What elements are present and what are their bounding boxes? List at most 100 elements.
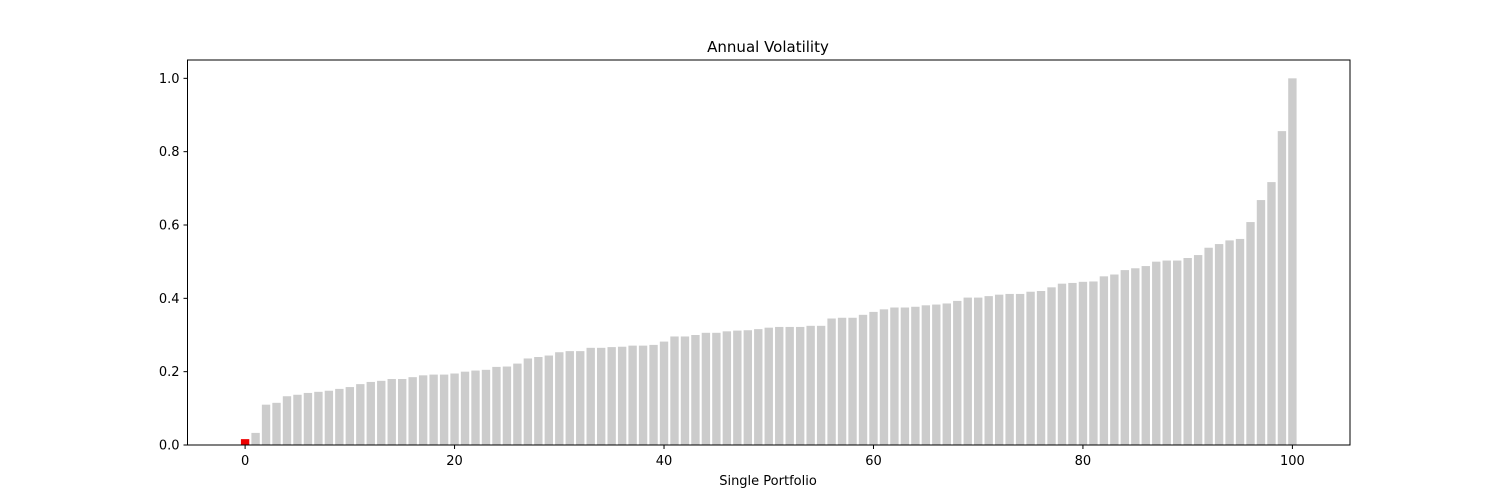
bar (806, 325, 815, 445)
bar (502, 366, 512, 445)
bar (1277, 131, 1287, 445)
bar (670, 336, 679, 445)
bar (272, 402, 281, 445)
bar (314, 391, 323, 445)
bar (837, 317, 847, 445)
x-axis-label: Single Portfolio (719, 474, 817, 489)
bar (680, 336, 690, 445)
bar (1152, 261, 1161, 445)
bar (324, 390, 334, 445)
bar (345, 387, 355, 445)
x-tick-label: 100 (1280, 454, 1305, 469)
bar (387, 379, 396, 445)
bar (596, 347, 606, 445)
bar (701, 332, 711, 445)
bar (1057, 283, 1067, 445)
bar (1026, 291, 1035, 445)
y-tick-label: 0.4 (159, 292, 180, 307)
bar (659, 341, 669, 445)
bar (932, 304, 941, 445)
bar (1246, 222, 1255, 445)
bar (418, 375, 428, 445)
bar (911, 306, 920, 445)
bar (429, 374, 438, 445)
bar (953, 300, 962, 445)
bar (513, 363, 522, 445)
bar (450, 373, 459, 445)
bar (691, 335, 700, 445)
bar (335, 388, 344, 445)
bar (366, 381, 375, 445)
bar (544, 355, 554, 445)
y-tick-label: 1.0 (159, 72, 180, 87)
bar (963, 297, 972, 445)
bar (942, 303, 951, 445)
bar (439, 374, 449, 445)
bar (1225, 240, 1234, 445)
bar (921, 305, 931, 445)
bar (1214, 244, 1224, 445)
bar (282, 396, 292, 445)
bar (1015, 293, 1025, 445)
bar (586, 347, 595, 445)
bar (890, 307, 899, 445)
bar (1068, 282, 1077, 445)
y-tick-label: 0.8 (159, 145, 180, 160)
bar (293, 394, 302, 445)
bar (356, 384, 365, 445)
y-tick-label: 0.6 (159, 219, 180, 234)
bar (303, 392, 313, 445)
bar (460, 371, 470, 445)
bar (481, 369, 491, 445)
y-tick-label: 0.0 (159, 439, 180, 454)
bar (607, 347, 616, 445)
bar (555, 352, 564, 445)
bar (377, 380, 386, 445)
bar (900, 307, 910, 445)
bar (1099, 276, 1109, 445)
bar (565, 351, 574, 445)
bar (534, 357, 543, 445)
bar (1036, 291, 1046, 445)
bar (858, 314, 868, 445)
x-tick-label: 60 (865, 454, 882, 469)
bar (848, 317, 857, 445)
plot-frame (187, 59, 1351, 446)
bar (722, 331, 732, 445)
bar (1235, 238, 1245, 445)
bar (398, 379, 407, 445)
bar (576, 351, 585, 445)
bar (816, 325, 826, 445)
bar (261, 404, 271, 445)
bar (1120, 270, 1130, 445)
x-tick-label: 20 (446, 454, 463, 469)
bar (1078, 281, 1088, 445)
bar (712, 332, 721, 445)
bar (1183, 258, 1192, 445)
bar (492, 366, 501, 445)
highlighted-bar (240, 439, 250, 445)
bar (638, 345, 648, 445)
bar (869, 311, 878, 445)
bar (827, 318, 836, 445)
y-axis: 0.0 0.2 0.4 0.6 0.8 1.0 (159, 72, 188, 454)
bar (1256, 200, 1266, 445)
bar (1131, 268, 1140, 445)
bar (251, 432, 260, 445)
bar (743, 330, 752, 445)
chart-title: Annual Volatility (707, 38, 829, 56)
bar (1162, 260, 1171, 445)
bar (1089, 281, 1098, 445)
y-tick-label: 0.2 (159, 365, 180, 380)
x-tick-label: 80 (1075, 454, 1092, 469)
bar (617, 346, 627, 445)
bar (1005, 293, 1014, 445)
bar (471, 370, 480, 445)
bar (974, 297, 983, 445)
bar (775, 326, 784, 445)
bar (1204, 247, 1213, 445)
x-tick-label: 40 (656, 454, 673, 469)
bar (628, 345, 637, 445)
bar (764, 327, 773, 445)
